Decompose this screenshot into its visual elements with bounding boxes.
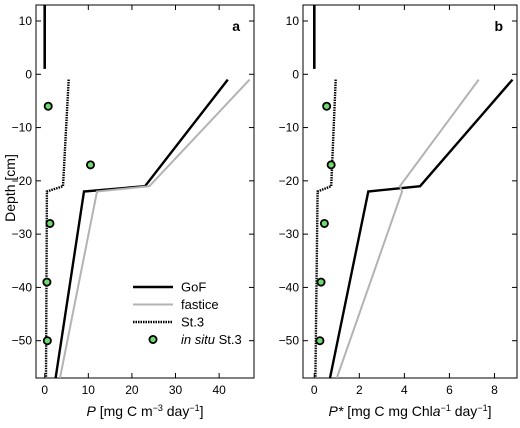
insitu-point <box>322 101 332 111</box>
x-tick-label: 0 <box>41 383 48 397</box>
x-axis-label-part: day <box>163 403 189 419</box>
legend-label-italic: in situ <box>181 332 215 347</box>
x-tick-label: 8 <box>491 383 498 397</box>
x-axis-label-part: ] <box>200 403 204 419</box>
legend-label-text: St.3 <box>181 315 204 330</box>
x-axis-label: P [mg C m−3 day−1] <box>86 403 203 419</box>
x-tick-label: 20 <box>125 383 139 397</box>
legend-label: GoF <box>181 280 206 295</box>
y-tick-label: −20 <box>12 174 33 188</box>
y-tick-label: −10 <box>279 121 300 135</box>
y-tick-label: −10 <box>12 121 33 135</box>
panel-label: a <box>232 18 240 34</box>
panel-b: 0 2 4 6 8 10 0 −10 −20 −30 −40 −50 b P* [mg C mg Chla… <box>279 4 518 419</box>
insitu-point <box>42 336 52 346</box>
insitu-point <box>326 160 336 170</box>
axes-frame <box>302 4 518 379</box>
y-axis-label: Depth [cm] <box>2 154 18 222</box>
series-fastice <box>59 78 251 378</box>
insitu-point <box>319 218 329 228</box>
insitu-point <box>86 160 96 170</box>
y-tick-label: −20 <box>279 174 300 188</box>
legend-label-text: fastice <box>181 297 219 312</box>
legend-label: St.3 <box>181 315 204 330</box>
y-tick-label: −50 <box>12 334 33 348</box>
x-tick-label: 10 <box>82 383 96 397</box>
x-tick-label: 2 <box>356 383 363 397</box>
series-st-3 <box>44 79 70 378</box>
series-gof <box>328 78 514 378</box>
plot-area <box>312 5 514 378</box>
x-axis-label-part: [mg C m <box>96 403 153 419</box>
legend-label-text: St.3 <box>215 332 242 347</box>
x-axis-label-part: −1 <box>189 403 199 413</box>
x-tick-label: 40 <box>212 383 226 397</box>
x-tick-label: 30 <box>169 383 183 397</box>
y-tick-label: −50 <box>279 334 300 348</box>
x-axis-label-part: P <box>86 403 96 419</box>
y-tick-label: 0 <box>25 67 32 81</box>
panel-label: b <box>494 18 503 34</box>
insitu-point <box>43 101 53 111</box>
y-tick-label: 0 <box>292 67 299 81</box>
y-tick-label: 10 <box>286 14 300 28</box>
x-axis-label-part: −1 <box>441 403 451 413</box>
y-tick-label: −40 <box>279 280 300 294</box>
x-tick-label: 4 <box>401 383 408 397</box>
x-axis-label-part: day <box>451 403 477 419</box>
legend-label: fastice <box>181 297 219 312</box>
y-tick-label: −30 <box>12 227 33 241</box>
series-st-3 <box>314 79 337 378</box>
legend-label-text: GoF <box>181 280 206 295</box>
insitu-point <box>45 218 55 228</box>
x-axis-label-part: −1 <box>477 403 487 413</box>
plot-area <box>42 5 251 378</box>
legend-marker-insitu <box>148 334 158 344</box>
insitu-point <box>315 336 325 346</box>
series-fastice <box>335 79 480 378</box>
legend-label: in situ St.3 <box>181 332 242 347</box>
x-tick-label: 6 <box>446 383 453 397</box>
x-axis-label-part: a <box>433 403 441 419</box>
x-axis-label-part: P* <box>329 403 344 419</box>
x-tick-label: 0 <box>311 383 318 397</box>
y-tick-label: −30 <box>279 227 300 241</box>
insitu-point <box>316 277 326 287</box>
panel-a: 0 10 20 30 40 10 0 −10 −20 −30 −40 −50 a P [mg C m−3 … <box>12 4 255 419</box>
x-axis-label-part: ] <box>488 403 492 419</box>
insitu-point <box>42 277 52 287</box>
x-axis-label-part: [mg C mg Chl <box>343 403 432 419</box>
y-tick-label: 10 <box>19 14 33 28</box>
axes-frame <box>35 4 255 379</box>
x-axis-label: P* [mg C mg Chla−1 day−1] <box>329 403 492 419</box>
x-axis-label-part: −3 <box>153 403 163 413</box>
y-tick-label: −40 <box>12 280 33 294</box>
